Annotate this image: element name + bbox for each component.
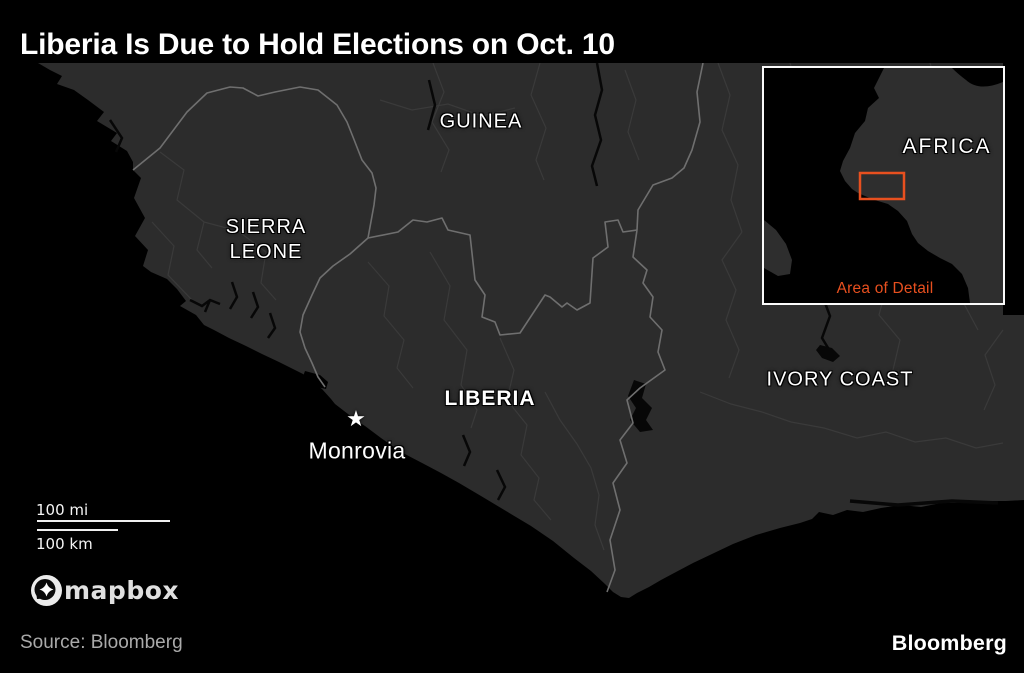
ivory-coast-marsh — [816, 345, 840, 362]
coastal-lake-piso — [302, 371, 328, 389]
bloomberg-wordmark: Bloomberg — [891, 631, 1007, 655]
title-band — [0, 0, 1024, 63]
source-credit: Source: Bloomberg — [20, 632, 183, 653]
area-of-detail-rect — [858, 171, 906, 201]
inset-south-america — [764, 220, 792, 276]
border-guinea-sierraleone — [132, 86, 377, 239]
page-title: Liberia Is Due to Hold Elections on Oct.… — [20, 28, 615, 61]
label-monrovia: Monrovia — [308, 437, 406, 464]
label-sierra-leone: SIERRA LEONE — [226, 215, 306, 265]
label-sierra-leone-line2: LEONE — [229, 241, 303, 263]
label-liberia: LIBERIA — [444, 387, 536, 410]
scale-miles-label: 100 mi — [36, 501, 89, 519]
label-sierra-leone-line1: SIERRA — [225, 216, 307, 238]
scale-miles-bar — [37, 520, 170, 522]
country-borders — [132, 62, 704, 593]
inset-africa-landmass — [840, 68, 1003, 303]
inset-mediterranean-notch — [952, 68, 1003, 87]
inset-canvas — [764, 68, 1003, 303]
label-africa: AFRICA — [902, 135, 992, 158]
inset-locator-map: AFRICA Area of Detail — [762, 66, 1005, 305]
border-guinea-ivorycoast — [636, 62, 704, 231]
label-ivory-coast: IVORY COAST — [766, 368, 914, 391]
border-liberia-ivorycoast — [606, 229, 666, 593]
border-guinea-liberia — [367, 217, 638, 336]
monrovia-star-icon: ★ — [346, 406, 366, 431]
mapbox-wordmark[interactable]: mapbox — [64, 576, 180, 605]
scale-km-bar — [37, 529, 118, 531]
label-guinea: GUINEA — [439, 110, 523, 133]
scale-km-label: 100 km — [36, 535, 93, 553]
border-sierraleone-liberia — [299, 237, 369, 388]
mapbox-logo-icon — [31, 575, 62, 606]
inset-right-margin — [1003, 63, 1024, 315]
label-area-of-detail: Area of Detail — [836, 280, 934, 297]
